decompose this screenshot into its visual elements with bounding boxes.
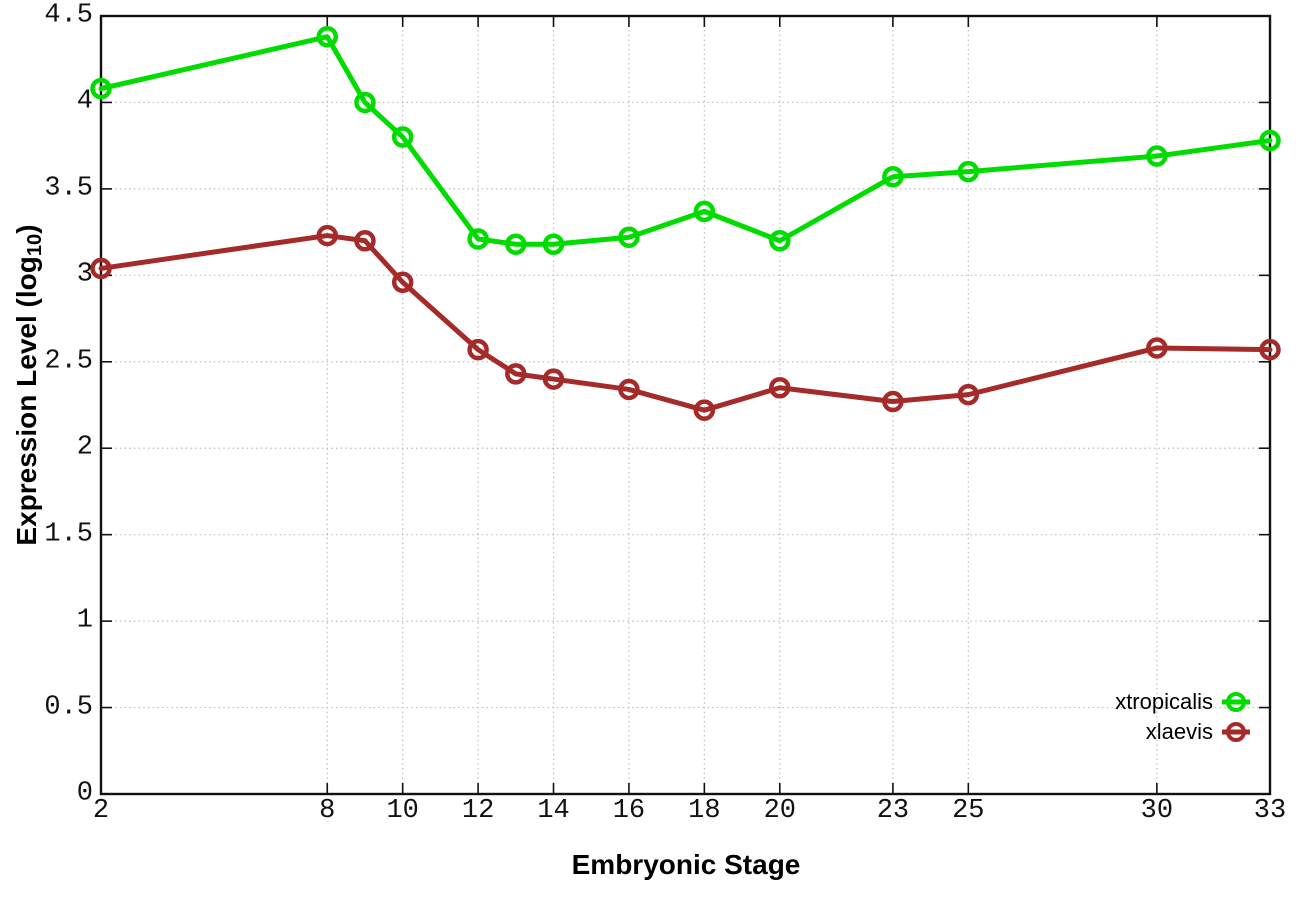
data-point-xlaevis: [505, 363, 527, 385]
y-tick-label: 3.5: [44, 173, 93, 204]
legend-marker-xtropicalis-icon: [1222, 690, 1250, 714]
x-tick-label: 23: [876, 796, 910, 826]
y-axis-title-text: Expression Level (log: [11, 256, 42, 546]
x-tick-label: 2: [92, 796, 110, 826]
data-point-xlaevis: [90, 257, 112, 280]
data-point-xtropicalis: [618, 226, 640, 249]
data-point-xtropicalis: [316, 25, 339, 48]
y-tick-label: 1.5: [44, 519, 93, 550]
legend-item-xlaevis: xlaevis: [1146, 718, 1250, 746]
data-point-xlaevis: [391, 271, 414, 293]
data-point-xtropicalis: [1146, 145, 1168, 167]
data-point-xlaevis: [542, 368, 565, 390]
x-tick-label: 18: [688, 796, 721, 826]
data-point-xtropicalis: [769, 230, 791, 252]
y-tick-label: 4: [76, 86, 93, 117]
data-point-xtropicalis: [693, 200, 716, 223]
y-axis-title-suffix: ): [11, 224, 42, 234]
data-point-xlaevis: [769, 376, 791, 399]
data-point-xtropicalis: [882, 166, 904, 188]
data-point-xtropicalis: [467, 228, 489, 250]
series-line-xtropicalis: [98, 34, 1273, 247]
x-tick-label: 8: [319, 796, 336, 826]
plot-border: [99, 14, 1272, 796]
x-axis-title: Embryonic Stage: [571, 849, 801, 880]
y-tick-label: 4.5: [44, 0, 93, 31]
data-point-xtropicalis: [1259, 129, 1281, 152]
y-tick-label: 0.5: [44, 692, 93, 723]
y-tick-label: 2: [76, 432, 93, 463]
series-line-xlaevis: [98, 233, 1273, 413]
legend-circle-marker-icon: [1226, 692, 1246, 712]
legend-label-xlaevis: xlaevis: [1145, 719, 1213, 744]
legend-marker-xlaevis-icon: [1222, 720, 1250, 744]
x-tick-label: 25: [952, 796, 985, 826]
x-tick-label: 16: [612, 796, 646, 826]
x-tick-label: 14: [537, 796, 570, 826]
x-tick-label: 12: [461, 796, 495, 826]
y-tick-label: 3: [76, 259, 93, 290]
data-point-xtropicalis: [957, 160, 980, 183]
data-point-xlaevis: [957, 383, 980, 406]
data-point-xlaevis: [693, 399, 716, 421]
data-point-xlaevis: [467, 338, 489, 361]
y-tick-label: 1: [76, 605, 93, 636]
y-tick-label: 2.5: [44, 346, 93, 377]
legend-item-xtropicalis: xtropicalis: [1115, 688, 1250, 716]
x-tick-label: 30: [1140, 796, 1174, 826]
data-point-xlaevis: [1146, 337, 1168, 359]
x-tick-label: 33: [1253, 796, 1287, 826]
x-tick-label: 10: [386, 796, 419, 826]
legend-label-xtropicalis: xtropicalis: [1115, 689, 1213, 714]
legend-circle-marker-icon: [1226, 722, 1246, 742]
data-point-xlaevis: [882, 390, 904, 413]
y-tick-label: 0: [76, 778, 93, 809]
data-point-xtropicalis: [505, 233, 527, 255]
data-point-xtropicalis: [354, 91, 376, 114]
data-point-xlaevis: [316, 224, 339, 247]
data-point-xlaevis: [354, 230, 376, 252]
x-tick-label: 20: [763, 796, 796, 826]
y-axis-title-subscript: 10: [24, 233, 47, 257]
data-point-xlaevis: [618, 378, 640, 401]
data-point-xlaevis: [1259, 338, 1281, 361]
data-point-xtropicalis: [391, 126, 414, 148]
data-point-xtropicalis: [90, 77, 112, 100]
data-point-xtropicalis: [542, 233, 565, 255]
